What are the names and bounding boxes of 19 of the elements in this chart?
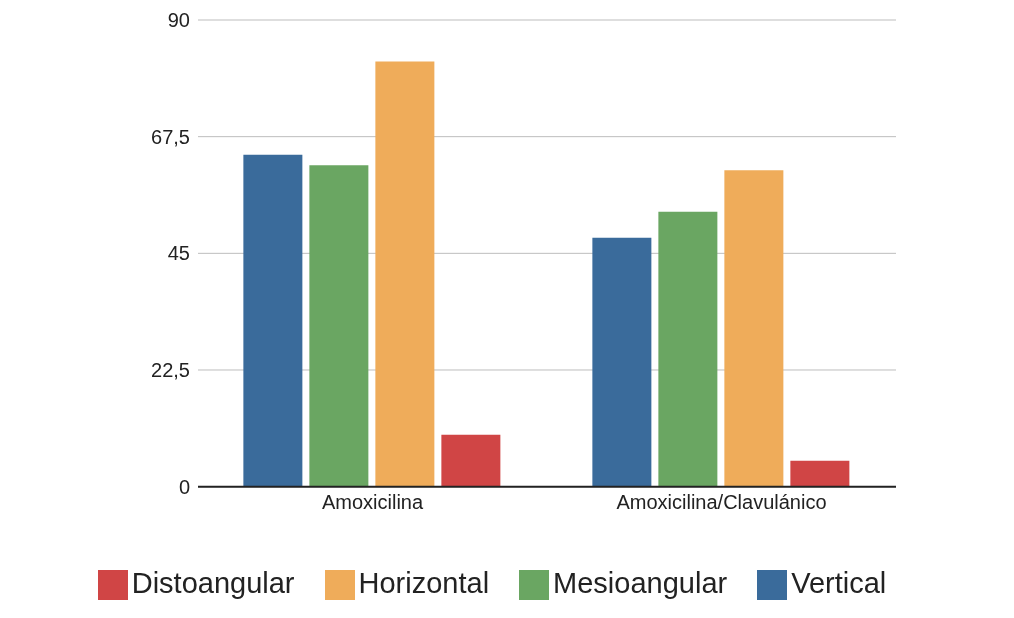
bar bbox=[790, 460, 850, 487]
bar bbox=[724, 170, 784, 487]
legend-label: Horizontal bbox=[358, 566, 490, 599]
y-tick-label: 45 bbox=[167, 242, 190, 265]
legend-label: Distoangular bbox=[131, 566, 295, 599]
bar bbox=[243, 154, 303, 487]
bar bbox=[441, 434, 501, 487]
x-tick-label: Amoxicilina bbox=[321, 490, 424, 513]
x-tick-label: Amoxicilina/Clavulánico bbox=[616, 490, 827, 513]
y-tick-label: 22,5 bbox=[151, 359, 190, 382]
y-tick-label: 0 bbox=[178, 475, 190, 498]
legend-label: Mesioangular bbox=[553, 566, 728, 599]
bar bbox=[592, 237, 652, 487]
bar bbox=[658, 211, 718, 487]
bar bbox=[375, 61, 435, 487]
bar bbox=[309, 165, 369, 487]
y-tick-label: 67,5 bbox=[151, 125, 190, 148]
legend-label: Vertical bbox=[791, 566, 887, 599]
y-tick-label: 90 bbox=[167, 9, 190, 32]
